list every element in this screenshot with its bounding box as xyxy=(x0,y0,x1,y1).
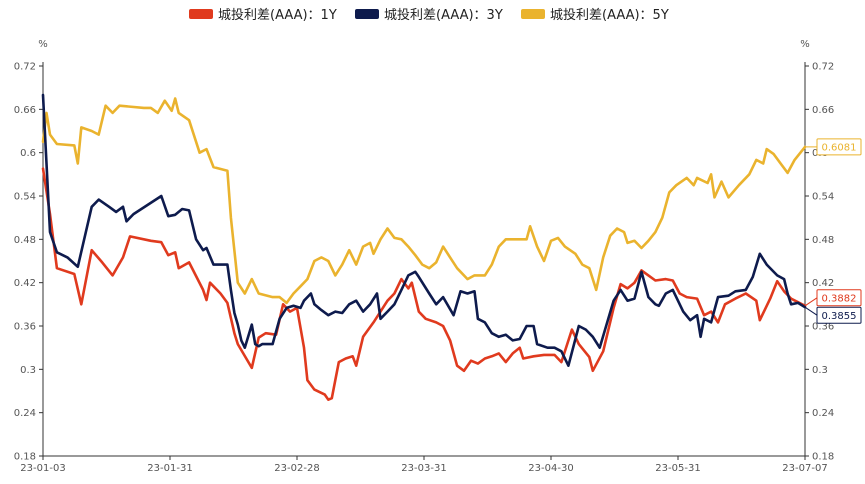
end-label-box xyxy=(816,306,862,324)
legend: 城投利差(AAA)：1Y 城投利差(AAA)：3Y 城投利差(AAA)：5Y xyxy=(189,7,669,23)
right-axis-unit: % xyxy=(800,39,810,50)
right-y-tick-label: 0.36 xyxy=(812,322,834,333)
left-y-tick-label: 0.18 xyxy=(14,452,36,463)
end-label-1: 0.3882 xyxy=(804,289,862,307)
end-labels: 0.3882 0.3855 0.6081 xyxy=(804,138,862,324)
end-label-value: 0.6081 xyxy=(822,142,857,153)
left-axis-unit: % xyxy=(38,39,48,50)
right-y-tick-label: 0.42 xyxy=(812,278,834,289)
end-label-box xyxy=(816,289,862,307)
series-line-3 xyxy=(41,97,807,305)
left-y-tick-label: 0.66 xyxy=(14,105,36,116)
right-y-tick-label: 0.24 xyxy=(812,408,834,419)
right-y-tick-label: 0.3 xyxy=(812,365,828,376)
right-y-tick-label: 0.66 xyxy=(812,105,834,116)
legend-swatch-3 xyxy=(521,9,545,19)
right-y-tick-label: 0.72 xyxy=(812,62,834,73)
left-y-tick-label: 0.24 xyxy=(14,408,36,419)
series-line-2 xyxy=(41,93,807,367)
right-y-tick-label: 0.18 xyxy=(812,452,834,463)
end-label-2: 0.3855 xyxy=(804,306,862,324)
end-label-box xyxy=(816,138,862,156)
end-label-3: 0.6081 xyxy=(805,138,862,156)
x-tick-label: 23-04-30 xyxy=(528,463,573,474)
legend-swatch-2 xyxy=(355,9,379,19)
left-y-tick-label: 0.42 xyxy=(14,278,36,289)
left-y-tick-label: 0.3 xyxy=(20,365,36,376)
x-tick-label: 23-02-28 xyxy=(274,463,319,474)
legend-label-3: 城投利差(AAA)：5Y xyxy=(550,7,669,23)
end-label-value: 0.3882 xyxy=(822,293,857,304)
series-layer xyxy=(41,93,807,401)
x-tick-label: 23-05-31 xyxy=(655,463,700,474)
left-y-tick-label: 0.48 xyxy=(14,235,36,246)
axes: 0.720.720.660.660.60.60.540.540.480.480.… xyxy=(14,62,835,475)
right-y-tick-label: 0.48 xyxy=(812,235,834,246)
x-tick-label: 23-01-31 xyxy=(147,463,192,474)
left-y-tick-label: 0.36 xyxy=(14,322,36,333)
legend-swatch-1 xyxy=(189,9,213,19)
x-tick-label: 23-01-03 xyxy=(20,463,65,474)
left-y-tick-label: 0.54 xyxy=(14,192,36,203)
x-tick-label: 23-03-31 xyxy=(401,463,446,474)
end-label-connector xyxy=(804,297,818,307)
legend-label-2: 城投利差(AAA)：3Y xyxy=(384,7,503,23)
x-tick-label: 23-07-07 xyxy=(782,463,827,474)
end-label-value: 0.3855 xyxy=(822,311,857,322)
end-label-connector xyxy=(804,306,818,316)
legend-label-1: 城投利差(AAA)：1Y xyxy=(218,7,337,23)
left-y-tick-label: 0.72 xyxy=(14,62,36,73)
left-y-tick-label: 0.6 xyxy=(20,148,36,159)
right-y-tick-label: 0.54 xyxy=(812,192,834,203)
series-line-1 xyxy=(41,167,807,401)
